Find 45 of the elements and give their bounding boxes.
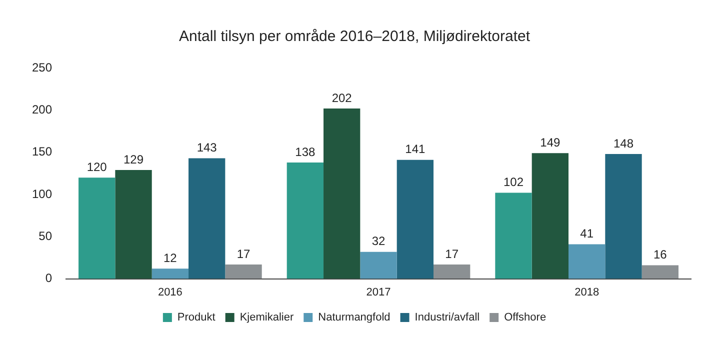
data-label: 202	[332, 90, 352, 105]
bar	[642, 265, 678, 279]
bar	[605, 154, 642, 279]
data-label: 16	[653, 248, 668, 262]
data-label: 129	[124, 152, 144, 166]
bar	[78, 178, 116, 279]
chart-title: Antall tilsyn per område 2016–2018, Miljødirektoratet	[178, 28, 531, 46]
x-tick-label: 2016	[158, 286, 182, 298]
data-label: 17	[445, 246, 459, 261]
legend-label: Produkt	[177, 312, 216, 324]
data-label: 41	[580, 226, 594, 241]
legend-label: Naturmangfold	[318, 312, 390, 324]
data-label: 141	[405, 142, 426, 156]
data-label: 143	[196, 140, 218, 155]
bar	[495, 192, 532, 279]
data-label: 102	[503, 175, 524, 190]
y-tick-label: 0	[45, 271, 52, 286]
data-label: 149	[540, 135, 561, 150]
y-tick-label: 200	[32, 102, 52, 116]
data-label: 138	[295, 144, 316, 159]
legend-label: Offshore	[504, 312, 546, 324]
bar	[360, 252, 397, 279]
x-tick-label: 2018	[574, 286, 600, 298]
data-label: 32	[372, 234, 386, 248]
x-tick-label: 2017	[366, 286, 391, 298]
bar	[225, 264, 262, 279]
y-tick-label: 150	[32, 144, 52, 159]
bar	[115, 170, 152, 279]
bar	[396, 160, 434, 279]
legend-label: Industri/avfall	[414, 312, 480, 324]
bar	[152, 268, 189, 279]
legend-label: Kjemikalier	[240, 312, 294, 324]
bar	[434, 264, 470, 279]
data-label: 148	[613, 136, 634, 150]
bar	[532, 153, 569, 279]
data-label: 120	[86, 160, 108, 174]
data-label: 12	[164, 250, 178, 265]
bar	[188, 158, 226, 279]
bar	[568, 244, 606, 279]
data-label: 17	[236, 246, 251, 261]
bar	[286, 162, 324, 279]
y-tick-label: 250	[32, 60, 52, 74]
y-tick-label: 100	[32, 186, 52, 201]
bar	[324, 108, 360, 279]
y-tick-label: 50	[38, 228, 52, 243]
